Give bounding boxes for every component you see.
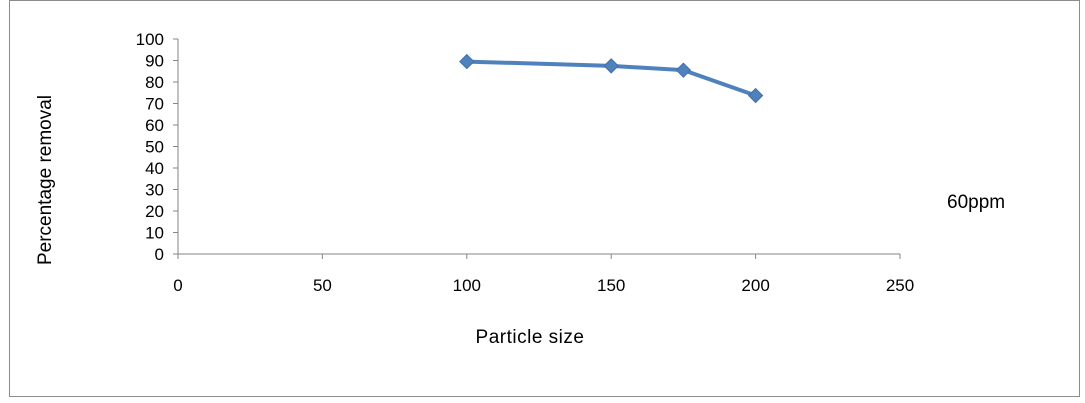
data-point-marker [603, 58, 619, 74]
data-point-marker [747, 87, 764, 104]
y-tick-label: 0 [155, 245, 164, 264]
x-tick-label: 0 [173, 276, 182, 295]
x-tick-label: 150 [597, 276, 625, 295]
y-axis-ticks: 0 10 20 30 40 50 60 70 80 90 100 [136, 30, 178, 264]
x-axis-ticks: 0 50 100 150 200 250 [173, 254, 914, 295]
legend-label: 60ppm [947, 192, 1005, 213]
x-axis-title: Particle size [476, 327, 585, 348]
y-tick-label: 70 [145, 95, 164, 114]
x-tick-label: 200 [741, 276, 769, 295]
y-tick-label: 60 [145, 116, 164, 135]
y-tick-label: 80 [145, 73, 164, 92]
x-tick-label: 250 [886, 276, 914, 295]
y-tick-label: 10 [145, 224, 164, 243]
y-tick-label: 50 [145, 138, 164, 157]
chart-border [9, 0, 1080, 397]
y-tick-label: 30 [145, 181, 164, 200]
y-axis-title: Percentage removal [35, 95, 56, 265]
y-tick-label: 90 [145, 52, 164, 71]
series-line [466, 59, 757, 98]
y-tick-label: 100 [136, 30, 164, 49]
y-tick-label: 20 [145, 202, 164, 221]
data-point-marker [459, 53, 475, 70]
x-tick-label: 50 [313, 276, 332, 295]
data-point-marker [675, 62, 692, 78]
x-tick-label: 100 [453, 276, 481, 295]
series-layer [459, 53, 764, 104]
y-tick-label: 40 [145, 159, 164, 178]
